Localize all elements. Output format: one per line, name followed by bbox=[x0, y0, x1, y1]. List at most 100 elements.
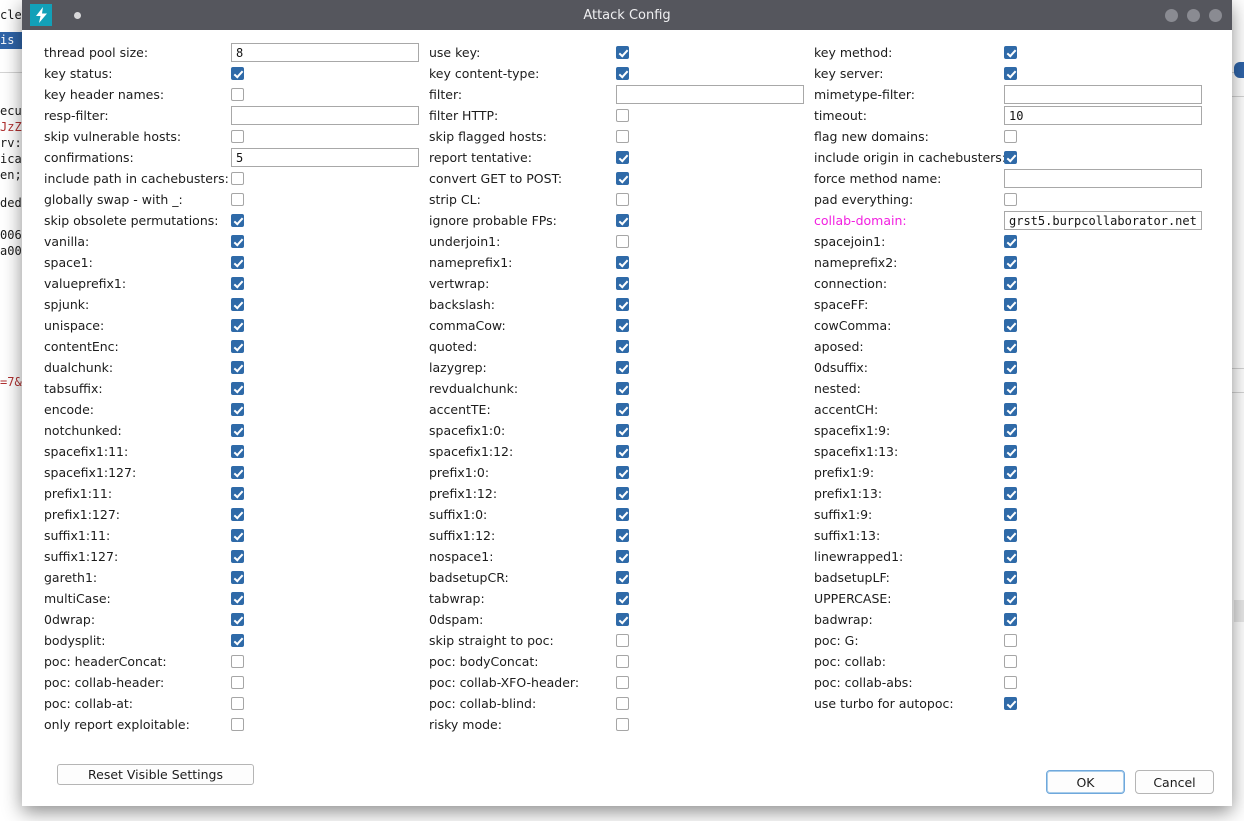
checkbox-spjunk[interactable] bbox=[231, 298, 244, 311]
checkbox-lazygrep[interactable] bbox=[616, 361, 629, 374]
input-collab-domain[interactable] bbox=[1004, 211, 1202, 230]
ok-button[interactable]: OK bbox=[1046, 770, 1125, 794]
checkbox-commacow[interactable] bbox=[616, 319, 629, 332]
checkbox-include-path-in-cachebusters[interactable] bbox=[231, 172, 244, 185]
checkbox-flag-new-domains[interactable] bbox=[1004, 130, 1017, 143]
checkbox-spacefix1-11[interactable] bbox=[231, 445, 244, 458]
checkbox-spaceff[interactable] bbox=[1004, 298, 1017, 311]
checkbox-cowcomma[interactable] bbox=[1004, 319, 1017, 332]
input-filter[interactable] bbox=[616, 85, 804, 104]
checkbox-prefix1-11[interactable] bbox=[231, 487, 244, 500]
checkbox-poc-headerconcat[interactable] bbox=[231, 655, 244, 668]
input-resp-filter[interactable] bbox=[231, 106, 419, 125]
checkbox-nested[interactable] bbox=[1004, 382, 1017, 395]
checkbox-skip-straight-to-poc[interactable] bbox=[616, 634, 629, 647]
checkbox-0dsuffix[interactable] bbox=[1004, 361, 1017, 374]
checkbox-0dwrap[interactable] bbox=[231, 613, 244, 626]
checkbox-tabsuffix[interactable] bbox=[231, 382, 244, 395]
checkbox-notchunked[interactable] bbox=[231, 424, 244, 437]
checkbox-suffix1-9[interactable] bbox=[1004, 508, 1017, 521]
checkbox-skip-vulnerable-hosts[interactable] bbox=[231, 130, 244, 143]
checkbox-risky-mode[interactable] bbox=[616, 718, 629, 731]
checkbox-key-header-names[interactable] bbox=[231, 88, 244, 101]
checkbox-spacefix1-0[interactable] bbox=[616, 424, 629, 437]
checkbox-dualchunk[interactable] bbox=[231, 361, 244, 374]
checkbox-key-status[interactable] bbox=[231, 67, 244, 80]
checkbox-space1[interactable] bbox=[231, 256, 244, 269]
checkbox-pad-everything[interactable] bbox=[1004, 193, 1017, 206]
checkbox-use-key[interactable] bbox=[616, 46, 629, 59]
checkbox-key-method[interactable] bbox=[1004, 46, 1017, 59]
checkbox-globally-swap-with[interactable] bbox=[231, 193, 244, 206]
checkbox-spacefix1-13[interactable] bbox=[1004, 445, 1017, 458]
checkbox-revdualchunk[interactable] bbox=[616, 382, 629, 395]
cancel-button[interactable]: Cancel bbox=[1135, 770, 1214, 794]
input-force-method-name[interactable] bbox=[1004, 169, 1202, 188]
checkbox-nameprefix2[interactable] bbox=[1004, 256, 1017, 269]
checkbox-filter-http[interactable] bbox=[616, 109, 629, 122]
checkbox-suffix1-127[interactable] bbox=[231, 550, 244, 563]
checkbox-suffix1-11[interactable] bbox=[231, 529, 244, 542]
checkbox-backslash[interactable] bbox=[616, 298, 629, 311]
checkbox-accentte[interactable] bbox=[616, 403, 629, 416]
checkbox-contentenc[interactable] bbox=[231, 340, 244, 353]
reset-visible-settings-button[interactable]: Reset Visible Settings bbox=[57, 764, 254, 785]
checkbox-uppercase[interactable] bbox=[1004, 592, 1017, 605]
checkbox-nospace1[interactable] bbox=[616, 550, 629, 563]
input-mimetype-filter[interactable] bbox=[1004, 85, 1202, 104]
checkbox-prefix1-0[interactable] bbox=[616, 466, 629, 479]
checkbox-report-tentative[interactable] bbox=[616, 151, 629, 164]
maximize-button[interactable] bbox=[1187, 8, 1200, 22]
checkbox-unispace[interactable] bbox=[231, 319, 244, 332]
checkbox-poc-collab-header[interactable] bbox=[231, 676, 244, 689]
checkbox-use-turbo-for-autopoc[interactable] bbox=[1004, 697, 1017, 710]
checkbox-spacejoin1[interactable] bbox=[1004, 235, 1017, 248]
checkbox-nameprefix1[interactable] bbox=[616, 256, 629, 269]
checkbox-quoted[interactable] bbox=[616, 340, 629, 353]
checkbox-suffix1-12[interactable] bbox=[616, 529, 629, 542]
checkbox-prefix1-127[interactable] bbox=[231, 508, 244, 521]
checkbox-poc-collab-abs[interactable] bbox=[1004, 676, 1017, 689]
checkbox-gareth1[interactable] bbox=[231, 571, 244, 584]
checkbox-suffix1-0[interactable] bbox=[616, 508, 629, 521]
checkbox-convert-get-to-post[interactable] bbox=[616, 172, 629, 185]
checkbox-key-server[interactable] bbox=[1004, 67, 1017, 80]
checkbox-spacefix1-127[interactable] bbox=[231, 466, 244, 479]
checkbox-poc-collab-at[interactable] bbox=[231, 697, 244, 710]
checkbox-bodysplit[interactable] bbox=[231, 634, 244, 647]
checkbox-multicase[interactable] bbox=[231, 592, 244, 605]
input-timeout[interactable] bbox=[1004, 106, 1202, 125]
checkbox-aposed[interactable] bbox=[1004, 340, 1017, 353]
close-button[interactable] bbox=[1209, 8, 1222, 22]
checkbox-poc-g[interactable] bbox=[1004, 634, 1017, 647]
dialog-titlebar[interactable]: Attack Config bbox=[22, 0, 1232, 30]
checkbox-include-origin-in-cachebusters[interactable] bbox=[1004, 151, 1017, 164]
checkbox-vertwrap[interactable] bbox=[616, 277, 629, 290]
checkbox-skip-flagged-hosts[interactable] bbox=[616, 130, 629, 143]
checkbox-linewrapped1[interactable] bbox=[1004, 550, 1017, 563]
input-thread-pool-size[interactable] bbox=[231, 43, 419, 62]
minimize-button[interactable] bbox=[1165, 8, 1178, 22]
checkbox-poc-collab-xfo-header[interactable] bbox=[616, 676, 629, 689]
checkbox-connection[interactable] bbox=[1004, 277, 1017, 290]
checkbox-spacefix1-12[interactable] bbox=[616, 445, 629, 458]
checkbox-badwrap[interactable] bbox=[1004, 613, 1017, 626]
checkbox-strip-cl[interactable] bbox=[616, 193, 629, 206]
checkbox-badsetupcr[interactable] bbox=[616, 571, 629, 584]
input-confirmations[interactable] bbox=[231, 148, 419, 167]
checkbox-underjoin1[interactable] bbox=[616, 235, 629, 248]
checkbox-poc-collab-blind[interactable] bbox=[616, 697, 629, 710]
checkbox-tabwrap[interactable] bbox=[616, 592, 629, 605]
checkbox-skip-obsolete-permutations[interactable] bbox=[231, 214, 244, 227]
checkbox-poc-bodyconcat[interactable] bbox=[616, 655, 629, 668]
checkbox-prefix1-9[interactable] bbox=[1004, 466, 1017, 479]
checkbox-0dspam[interactable] bbox=[616, 613, 629, 626]
checkbox-suffix1-13[interactable] bbox=[1004, 529, 1017, 542]
checkbox-accentch[interactable] bbox=[1004, 403, 1017, 416]
checkbox-prefix1-12[interactable] bbox=[616, 487, 629, 500]
background-scrollbar-thumb[interactable] bbox=[1234, 600, 1244, 622]
checkbox-prefix1-13[interactable] bbox=[1004, 487, 1017, 500]
checkbox-valueprefix1[interactable] bbox=[231, 277, 244, 290]
checkbox-encode[interactable] bbox=[231, 403, 244, 416]
checkbox-only-report-exploitable[interactable] bbox=[231, 718, 244, 731]
